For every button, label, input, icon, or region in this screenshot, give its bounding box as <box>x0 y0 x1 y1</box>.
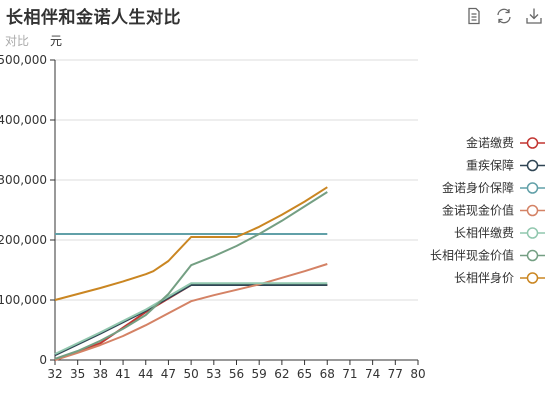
restore-icon[interactable] <box>494 6 514 26</box>
legend-label: 金诺缴费 <box>466 135 514 150</box>
x-tick-label: 35 <box>70 367 85 381</box>
legend-marker <box>526 227 539 239</box>
x-tick-label: 62 <box>274 367 289 381</box>
chart-title: 长相伴和金诺人生对比 <box>6 8 181 28</box>
y-tick-label: 0 <box>39 353 47 367</box>
legend-label: 重疾保障 <box>466 158 514 173</box>
series-line <box>54 284 328 357</box>
x-tick-label: 65 <box>297 367 312 381</box>
series-line <box>54 284 328 361</box>
y-tick-label: 400,000 <box>0 113 47 127</box>
y-tick-label: 100,000 <box>0 293 47 307</box>
legend-marker <box>526 137 539 149</box>
x-tick-label: 41 <box>115 367 130 381</box>
y-tick-label: 200,000 <box>0 233 47 247</box>
legend-label: 长相伴现金价值 <box>430 248 514 263</box>
legend-marker <box>526 204 539 217</box>
series-line <box>54 282 328 355</box>
x-tick-label: 71 <box>342 367 357 381</box>
x-tick-label: 80 <box>410 367 425 381</box>
legend-label: 长相伴身价 <box>454 270 514 285</box>
x-tick-label: 68 <box>320 367 335 381</box>
legend-marker <box>526 272 539 284</box>
legend-label: 金诺身价保障 <box>442 180 514 195</box>
legend-marker <box>526 249 539 262</box>
x-tick-label: 53 <box>206 367 221 381</box>
toolbox <box>464 6 544 26</box>
x-tick-label: 44 <box>138 367 153 381</box>
unit-label: 元 <box>50 34 63 48</box>
legend-label: 金诺现金价值 <box>442 203 514 218</box>
x-tick-label: 47 <box>161 367 176 381</box>
x-tick-label: 38 <box>93 367 108 381</box>
x-tick-label: 77 <box>388 367 403 381</box>
x-tick-label: 74 <box>365 367 380 381</box>
chart-subtitle: 对比 <box>5 34 30 48</box>
series-line <box>54 191 328 360</box>
y-tick-label: 300,000 <box>0 173 47 187</box>
legend-marker <box>526 182 539 194</box>
series-line <box>54 263 328 361</box>
x-tick-label: 50 <box>183 367 198 381</box>
legend-label: 长相伴缴费 <box>454 225 514 240</box>
x-tick-label: 56 <box>229 367 244 381</box>
y-tick-label: 500,000 <box>0 53 47 67</box>
series-line <box>54 186 328 301</box>
save-image-icon[interactable] <box>524 6 544 26</box>
x-tick-label: 32 <box>47 367 62 381</box>
legend-marker <box>526 159 539 172</box>
data-view-icon[interactable] <box>464 6 484 26</box>
x-tick-label: 59 <box>252 367 267 381</box>
